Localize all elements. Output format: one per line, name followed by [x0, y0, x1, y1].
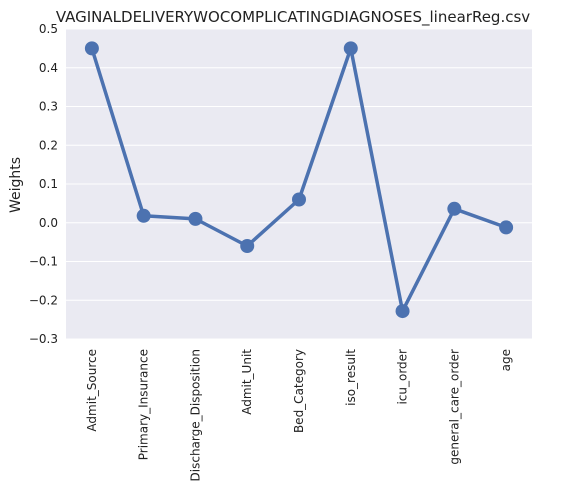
data-point [136, 208, 151, 223]
y-axis-label: Weights [8, 157, 24, 213]
x-tick-label: age [499, 349, 513, 371]
y-tick-label: 0.3 [39, 100, 58, 114]
gridlines [66, 28, 532, 340]
y-tick-label: −0.1 [29, 255, 58, 269]
y-tick-label: −0.3 [29, 332, 58, 346]
x-tick-label: general_care_order [447, 349, 461, 465]
data-point [292, 192, 306, 207]
x-tick-label: Discharge_Disposition [188, 349, 202, 481]
x-tick-label: icu_order [396, 349, 410, 405]
data-point [499, 220, 514, 235]
x-tick-labels: Admit_Source Primary_Insurance Discharge_D… [85, 349, 513, 482]
x-tick-label: Admit_Source [85, 349, 99, 432]
data-point [188, 211, 203, 226]
data-point [395, 304, 410, 319]
x-tick-label: iso_result [344, 349, 358, 406]
data-point [240, 239, 255, 253]
data-points [84, 41, 514, 319]
x-tick-label: Admit_Unit [240, 349, 254, 415]
y-tick-label: 0.0 [39, 216, 58, 230]
x-tick-label: Bed_Category [292, 349, 306, 433]
y-tick-label: 0.2 [39, 138, 58, 152]
chart-title: VAGINALDELIVERYWOCOMPLICATINGDIAGNOSES_l… [56, 8, 530, 27]
y-tick-label: 0.5 [39, 22, 58, 36]
data-point [84, 41, 99, 56]
data-point [447, 201, 462, 216]
y-tick-label: 0.4 [39, 61, 58, 75]
x-tick-label: Primary_Insurance [137, 349, 151, 460]
y-tick-label: −0.2 [29, 293, 58, 307]
data-point [343, 41, 358, 56]
y-tick-label: 0.1 [39, 177, 58, 191]
y-tick-labels: 0.5 0.4 0.3 0.2 0.1 0.0 −0.1 −0.2 −0.3 [29, 22, 58, 346]
